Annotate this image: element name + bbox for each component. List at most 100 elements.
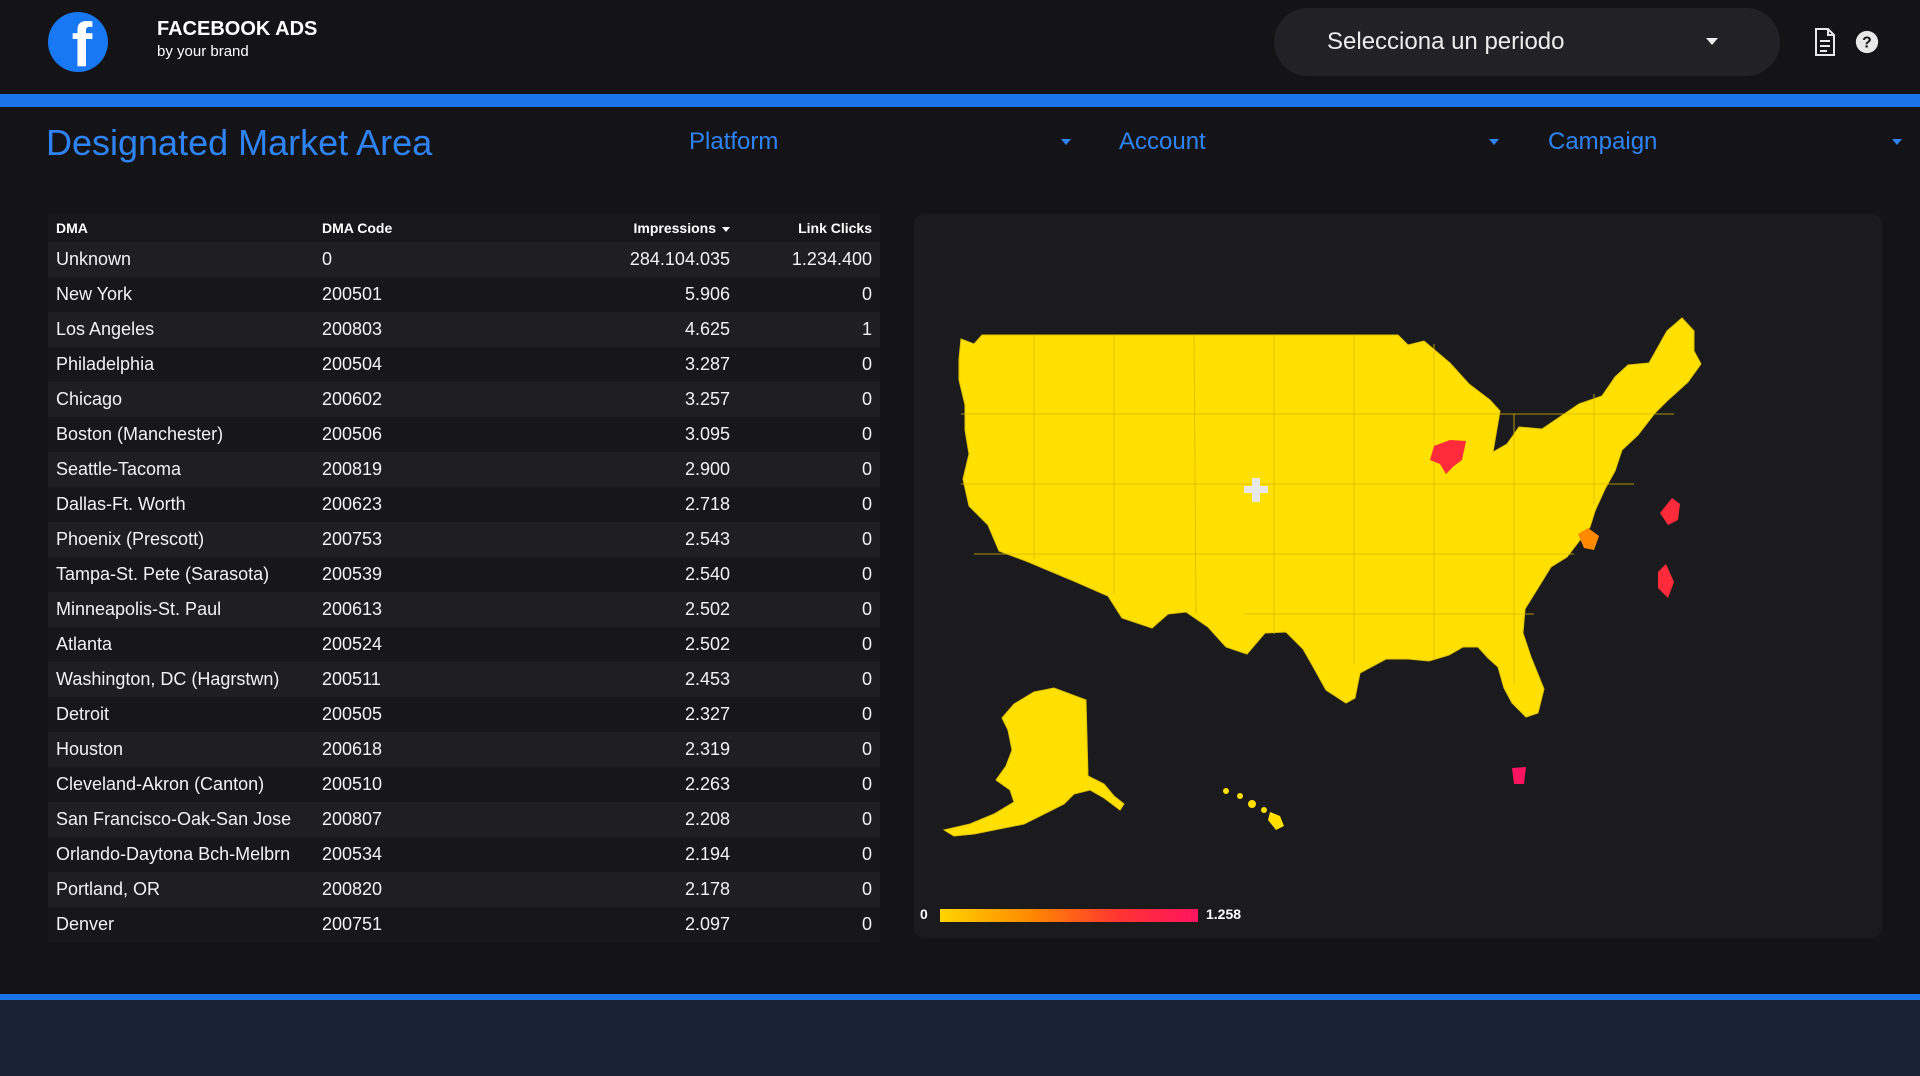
period-selector-label: Selecciona un periodo — [1327, 28, 1565, 55]
cell-dma: Cleveland-Akron (Canton) — [48, 767, 314, 802]
table-row[interactable]: Denver 200751 2.097 0 — [48, 907, 880, 942]
column-header-link-clicks[interactable]: Link Clicks — [798, 220, 872, 236]
us-dma-map[interactable] — [914, 214, 1882, 938]
cell-dma-code: 200820 — [314, 872, 564, 907]
cell-dma: Chicago — [48, 382, 314, 417]
cell-impressions: 3.095 — [564, 417, 738, 452]
table-row[interactable]: New York 200501 5.906 0 — [48, 277, 880, 312]
table-row[interactable]: Minneapolis-St. Paul 200613 2.502 0 — [48, 592, 880, 627]
chevron-down-icon — [1706, 38, 1718, 45]
campaign-filter[interactable]: Campaign — [1548, 128, 1902, 158]
chevron-down-icon — [1489, 139, 1499, 145]
table-row[interactable]: Portland, OR 200820 2.178 0 — [48, 872, 880, 907]
map-region-new-york — [1660, 498, 1680, 525]
column-header-impressions[interactable]: Impressions — [564, 214, 738, 242]
cell-dma-code: 200613 — [314, 592, 564, 627]
footer-accent-bar — [0, 994, 1920, 1000]
map-region-washington — [1658, 564, 1674, 598]
cell-dma-code: 200539 — [314, 557, 564, 592]
table-row[interactable]: Boston (Manchester) 200506 3.095 0 — [48, 417, 880, 452]
cell-dma: Phoenix (Prescott) — [48, 522, 314, 557]
cell-dma: Minneapolis-St. Paul — [48, 592, 314, 627]
footer — [0, 1000, 1920, 1076]
period-selector[interactable]: Selecciona un periodo — [1274, 8, 1780, 76]
cell-impressions: 2.718 — [564, 487, 738, 522]
cell-dma-code: 200819 — [314, 452, 564, 487]
cell-dma: New York — [48, 277, 314, 312]
cell-dma: Los Angeles — [48, 312, 314, 347]
table-row[interactable]: Atlanta 200524 2.502 0 — [48, 627, 880, 662]
cell-impressions: 2.540 — [564, 557, 738, 592]
cell-dma: Washington, DC (Hagrstwn) — [48, 662, 314, 697]
map-region-hawaii — [1223, 788, 1284, 830]
map-region-alaska — [942, 687, 1125, 837]
table-row[interactable]: Houston 200618 2.319 0 — [48, 732, 880, 767]
cell-impressions: 2.453 — [564, 662, 738, 697]
table-row[interactable]: San Francisco-Oak-San Jose 200807 2.208 0 — [48, 802, 880, 837]
cell-impressions: 2.194 — [564, 837, 738, 872]
table-row[interactable]: Washington, DC (Hagrstwn) 200511 2.453 0 — [48, 662, 880, 697]
cell-dma-code: 200753 — [314, 522, 564, 557]
map-region-chicago — [1430, 440, 1466, 474]
top-bar: f FACEBOOK ADS by your brand Selecciona … — [0, 0, 1920, 94]
cell-link-clicks: 0 — [738, 522, 880, 557]
cell-dma: Portland, OR — [48, 872, 314, 907]
help-icon[interactable]: ? — [1854, 28, 1880, 56]
cell-dma: Unknown — [48, 242, 314, 277]
cell-dma: Detroit — [48, 697, 314, 732]
page-title: Designated Market Area — [46, 122, 433, 163]
map-region-miami — [1512, 767, 1526, 784]
account-filter[interactable]: Account — [1119, 128, 1499, 158]
table-row[interactable]: Philadelphia 200504 3.287 0 — [48, 347, 880, 382]
table-row[interactable]: Orlando-Daytona Bch-Melbrn 200534 2.194 0 — [48, 837, 880, 872]
cell-impressions: 2.208 — [564, 802, 738, 837]
table-row[interactable]: Los Angeles 200803 4.625 1 — [48, 312, 880, 347]
cell-impressions: 2.327 — [564, 697, 738, 732]
cell-link-clicks: 1 — [738, 312, 880, 347]
table-row[interactable]: Dallas-Ft. Worth 200623 2.718 0 — [48, 487, 880, 522]
cell-dma-code: 200506 — [314, 417, 564, 452]
cell-dma: Philadelphia — [48, 347, 314, 382]
table-row[interactable]: Cleveland-Akron (Canton) 200510 2.263 0 — [48, 767, 880, 802]
cell-link-clicks: 0 — [738, 872, 880, 907]
cell-impressions: 3.257 — [564, 382, 738, 417]
header-accent-bar — [0, 94, 1920, 107]
legend-color-scale — [940, 909, 1198, 922]
table-row[interactable]: Unknown 0 284.104.035 1.234.400 — [48, 242, 880, 277]
svg-text:?: ? — [1862, 35, 1872, 52]
brand-subtitle: by your brand — [157, 43, 249, 60]
table-row[interactable]: Detroit 200505 2.327 0 — [48, 697, 880, 732]
table-row[interactable]: Chicago 200602 3.257 0 — [48, 382, 880, 417]
document-icon[interactable] — [1812, 28, 1838, 56]
cell-impressions: 2.178 — [564, 872, 738, 907]
cell-dma: Dallas-Ft. Worth — [48, 487, 314, 522]
map-region-no-data — [1244, 478, 1268, 502]
cell-link-clicks: 0 — [738, 487, 880, 522]
column-header-dma[interactable]: DMA — [56, 220, 88, 236]
cell-dma-code: 200623 — [314, 487, 564, 522]
cell-dma-code: 200807 — [314, 802, 564, 837]
table-row[interactable]: Phoenix (Prescott) 200753 2.543 0 — [48, 522, 880, 557]
cell-link-clicks: 0 — [738, 697, 880, 732]
cell-link-clicks: 0 — [738, 382, 880, 417]
table-row[interactable]: Tampa-St. Pete (Sarasota) 200539 2.540 0 — [48, 557, 880, 592]
dma-table: DMA DMA Code Impressions Link Clicks Unk… — [48, 214, 880, 942]
cell-link-clicks: 0 — [738, 662, 880, 697]
table-row[interactable]: Seattle-Tacoma 200819 2.900 0 — [48, 452, 880, 487]
cell-dma: Tampa-St. Pete (Sarasota) — [48, 557, 314, 592]
cell-dma: Seattle-Tacoma — [48, 452, 314, 487]
legend-max-label: 1.258 — [1206, 906, 1242, 922]
dma-boundaries — [961, 334, 1674, 684]
brand-title: FACEBOOK ADS — [157, 18, 318, 40]
column-header-dma-code[interactable]: DMA Code — [322, 220, 393, 236]
cell-dma-code: 200511 — [314, 662, 564, 697]
cell-dma-code: 200618 — [314, 732, 564, 767]
cell-dma-code: 200504 — [314, 347, 564, 382]
dma-map — [914, 214, 1882, 938]
chevron-down-icon — [1061, 139, 1071, 145]
cell-impressions: 284.104.035 — [564, 242, 738, 277]
platform-filter[interactable]: Platform — [689, 128, 1071, 158]
facebook-logo-icon: f — [48, 12, 108, 72]
account-filter-label: Account — [1119, 128, 1206, 155]
cell-impressions: 2.097 — [564, 907, 738, 942]
